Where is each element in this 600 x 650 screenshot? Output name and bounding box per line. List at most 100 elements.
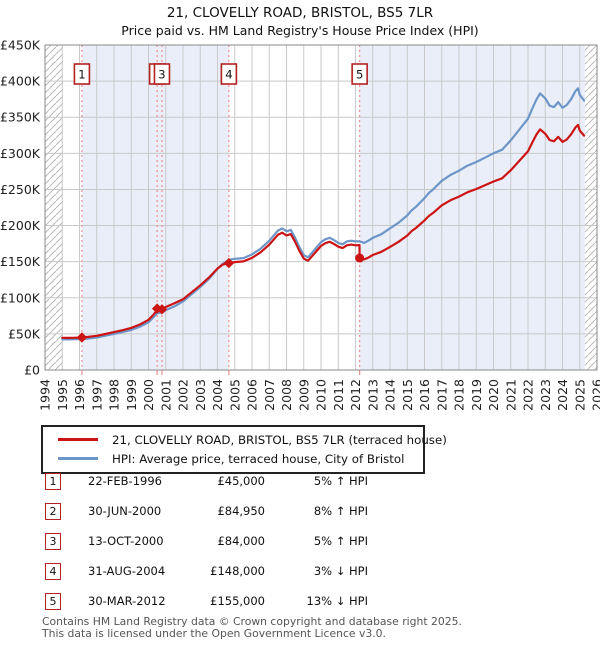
sale-marker-box <box>153 63 171 85</box>
sale-number-badge: 2 <box>45 503 61 520</box>
chart-legend: 21, CLOVELLY ROAD, BRISTOL, BS5 7LR (ter… <box>41 425 447 474</box>
x-axis-tick-label: 2019 <box>469 379 484 411</box>
x-axis-tick-label: 2022 <box>521 379 536 411</box>
footer-line-1: Contains HM Land Registry data © Crown c… <box>42 615 462 628</box>
sale-date: 13-OCT-2000 <box>88 534 164 548</box>
sale-date: 30-JUN-2000 <box>88 504 162 518</box>
footer-line-2: This data is licensed under the Open Gov… <box>42 626 386 640</box>
plot-border <box>44 44 598 371</box>
x-axis-tick-label: 2021 <box>503 379 518 411</box>
x-axis-tick-label: 1996 <box>72 379 87 411</box>
x-axis-tick-label: 2006 <box>245 379 260 411</box>
ownership-shade-band <box>359 45 585 370</box>
sale-row: 3 13-OCT-2000 £84,000 5% ↑ HPI <box>0 533 600 553</box>
sale-number-badge: 4 <box>45 563 61 580</box>
y-axis-tick-label: £150K <box>0 254 41 269</box>
sale-row: 4 31-AUG-2004 £148,000 3% ↓ HPI <box>0 563 600 583</box>
property-line-swatch <box>58 438 98 441</box>
sale-marker-box-label: 4 <box>225 68 232 82</box>
page-subtitle: Price paid vs. HM Land Registry's House … <box>121 23 479 38</box>
sale-row: 5 30-MAR-2012 £155,000 13% ↓ HPI <box>0 593 600 613</box>
x-axis-tick-label: 1997 <box>89 379 104 411</box>
x-axis-tick-label: 2010 <box>314 379 329 411</box>
sale-price: £45,000 <box>217 474 265 488</box>
x-axis-tick-label: 1995 <box>55 379 70 411</box>
legend-label: HPI: Average price, terraced house, City… <box>112 451 405 466</box>
hpi-line-swatch <box>58 457 98 460</box>
x-axis-tick-label: 1998 <box>107 379 122 411</box>
sale-marker-box-label: 1 <box>78 68 85 82</box>
sale-hpi-delta: 5% ↑ HPI <box>313 474 368 488</box>
y-axis-tick-label: £250K <box>0 182 41 197</box>
sale-marker <box>156 304 168 315</box>
x-axis-tick-label: 2002 <box>176 379 191 411</box>
x-axis-tick-label: 2012 <box>348 379 363 411</box>
legend-entry: 21, CLOVELLY ROAD, BRISTOL, BS5 7LR (ter… <box>43 430 447 449</box>
sale-hpi-delta: 8% ↑ HPI <box>313 504 368 518</box>
hpi-line <box>61 87 586 341</box>
ownership-shade-band <box>81 45 229 370</box>
sale-row: 2 30-JUN-2000 £84,950 8% ↑ HPI <box>0 503 600 523</box>
x-axis-tick-label: 2001 <box>158 379 173 411</box>
y-axis-tick-label: £400K <box>0 74 41 89</box>
x-axis-tick-label: 2013 <box>365 379 380 411</box>
y-axis-tick-label: £300K <box>0 146 41 161</box>
sale-hpi-delta: 13% ↓ HPI <box>306 594 368 608</box>
x-axis-tick-label: 2025 <box>572 379 587 411</box>
x-axis-tick-label: 2015 <box>400 379 415 411</box>
sale-marker-box <box>73 63 91 85</box>
x-axis-tick-label: 2017 <box>434 379 449 411</box>
x-axis-tick-label: 2008 <box>279 379 294 411</box>
y-axis-tick-label: £50K <box>8 326 41 341</box>
sale-number-badge: 5 <box>45 593 61 610</box>
sale-price: £84,000 <box>217 534 265 548</box>
no-data-hatch <box>584 45 597 370</box>
sales-table: 1 22-FEB-1996 £45,000 5% ↑ HPI 2 30-JUN-2000 £… <box>0 473 600 615</box>
x-axis-tick-label: 2018 <box>452 379 467 411</box>
x-axis-tick-label: 2005 <box>227 379 242 411</box>
footer-copyright: Contains HM Land Registry data © Crown c… <box>42 616 598 639</box>
y-axis-tick-label: £0 <box>24 363 40 378</box>
x-axis-tick-label: 2016 <box>417 379 432 411</box>
x-axis-tick-label: 2024 <box>555 379 570 411</box>
y-axis-tick-label: £450K <box>0 40 41 53</box>
x-axis-tick-label: 1999 <box>124 379 139 411</box>
no-data-hatch <box>45 45 64 370</box>
x-axis-tick-label: 2009 <box>296 379 311 411</box>
sale-marker-box-label: 3 <box>158 68 165 82</box>
sale-price: £155,000 <box>210 594 265 608</box>
sale-marker-box <box>351 63 368 85</box>
legend-label: 21, CLOVELLY ROAD, BRISTOL, BS5 7LR (ter… <box>112 432 447 447</box>
x-axis-tick-label: 2026 <box>590 379 600 411</box>
y-axis-tick-label: £350K <box>0 110 41 125</box>
x-axis-tick-label: 2020 <box>486 379 501 411</box>
sale-row: 1 22-FEB-1996 £45,000 5% ↑ HPI <box>0 473 600 493</box>
sale-marker <box>355 253 365 263</box>
x-axis-tick-label: 2011 <box>331 379 346 411</box>
x-axis-tick-label: 2003 <box>193 379 208 411</box>
sale-number-badge: 1 <box>45 473 61 490</box>
sale-date: 30-MAR-2012 <box>88 594 166 608</box>
gridlines <box>44 44 598 371</box>
x-axis-tick-label: 2000 <box>141 379 156 411</box>
page-title: 21, CLOVELLY ROAD, BRISTOL, BS5 7LR <box>166 5 434 21</box>
sale-hpi-delta: 3% ↓ HPI <box>313 564 368 578</box>
sale-hpi-delta: 5% ↑ HPI <box>313 534 368 548</box>
sale-number-badge: 3 <box>45 533 61 550</box>
legend-entry: HPI: Average price, terraced house, City… <box>43 449 423 468</box>
sale-marker-box-label: 5 <box>356 68 363 82</box>
x-axis-tick-label: 2007 <box>262 379 277 411</box>
y-axis-tick-label: £200K <box>0 218 41 233</box>
sale-price: £84,950 <box>217 504 265 518</box>
sale-marker <box>76 332 88 343</box>
sale-date: 22-FEB-1996 <box>88 474 162 488</box>
x-axis-tick-label: 2023 <box>538 379 553 411</box>
x-axis-tick-label: 1994 <box>38 379 53 411</box>
y-axis-tick-label: £100K <box>0 290 41 305</box>
x-axis-tick-label: 2014 <box>383 379 398 411</box>
price-history-chart: £0 £50K £100K £150K £200K £250K £300K £350K £400… <box>0 40 600 411</box>
sale-marker-box <box>220 63 238 85</box>
sale-price: £148,000 <box>210 564 265 578</box>
sale-date: 31-AUG-2004 <box>88 564 166 578</box>
